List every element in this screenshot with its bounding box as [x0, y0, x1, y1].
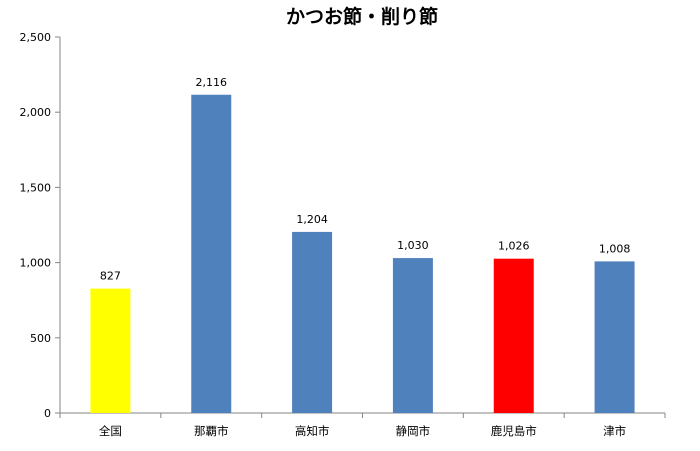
- category-labels: 全国 那覇市 高知市 静岡市 鹿児島市 津市: [99, 424, 626, 438]
- bars: [90, 94, 635, 413]
- bar: [90, 288, 131, 413]
- chart-title: かつお節・削り節: [286, 5, 438, 28]
- category-label: 全国: [99, 424, 122, 438]
- y-tick-label: 2,000: [20, 106, 52, 119]
- category-label: 高知市: [295, 424, 330, 438]
- y-tick-label: 1,000: [20, 257, 52, 270]
- category-label: 鹿児島市: [491, 424, 537, 438]
- data-label: 1,204: [296, 213, 328, 226]
- y-tick-label: 500: [30, 332, 51, 345]
- category-label: 津市: [603, 424, 626, 438]
- bar: [191, 94, 232, 413]
- bar: [493, 258, 534, 413]
- data-label: 1,026: [498, 240, 530, 253]
- bar: [594, 261, 635, 413]
- y-tick-label: 2,500: [20, 31, 52, 44]
- category-label: 那覇市: [194, 424, 229, 438]
- data-label: 2,116: [196, 76, 228, 89]
- data-labels: 827 2,116 1,204 1,030 1,026 1,008: [100, 76, 630, 283]
- category-label: 静岡市: [396, 424, 431, 438]
- x-axis: [59, 412, 666, 418]
- data-label: 827: [100, 270, 121, 283]
- y-tick-label: 1,500: [20, 181, 52, 194]
- y-tick-label: 0: [44, 407, 51, 420]
- data-label: 1,030: [397, 239, 429, 252]
- bar: [292, 231, 333, 413]
- data-label: 1,008: [599, 242, 631, 255]
- bar: [392, 258, 433, 413]
- y-axis: 0 500 1,000 1,500 2,000 2,500: [20, 31, 61, 420]
